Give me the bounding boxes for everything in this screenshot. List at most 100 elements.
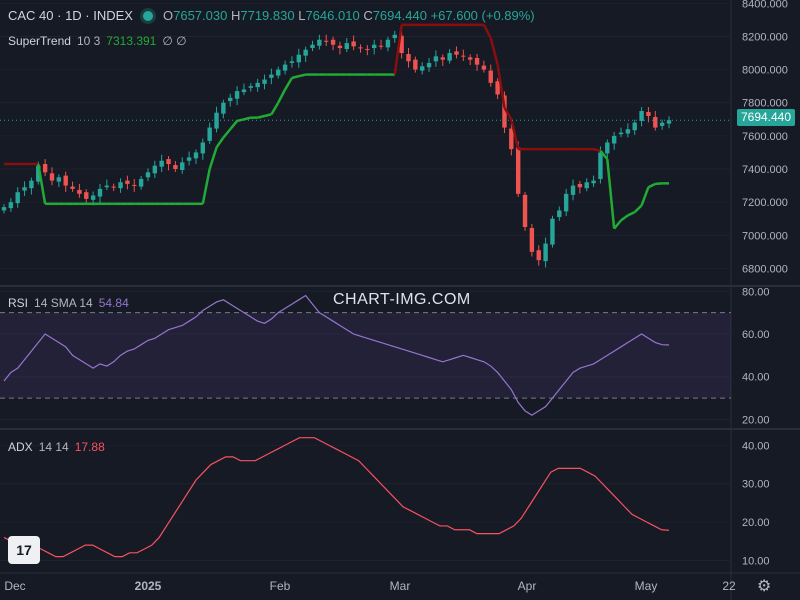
supertrend-line (640, 186, 650, 206)
candle (358, 47, 363, 49)
rsi-name: RSI (8, 296, 29, 310)
candle (8, 202, 14, 209)
candle (406, 54, 411, 62)
main-legend: CAC 40 · 1D · INDEX O7657.030 H7719.830 … (8, 8, 535, 23)
price-tick-label: 8400.000 (742, 0, 788, 10)
supertrend-line (208, 147, 218, 170)
low-value: 7646.010 (305, 8, 360, 23)
candle (495, 81, 500, 95)
supertrend-line (222, 128, 232, 139)
rsi-tick-label: 80.00 (742, 286, 770, 298)
supertrend-line (613, 219, 622, 230)
candle (29, 180, 34, 189)
candle (36, 165, 41, 182)
candle (419, 66, 425, 71)
candle (385, 39, 391, 48)
last-price-tag: 7694.440 (737, 109, 795, 126)
rsi-tick-label: 60.00 (742, 329, 770, 341)
candle (248, 86, 254, 88)
supertrend-line (215, 136, 225, 149)
candle (433, 56, 439, 62)
candle (56, 177, 62, 182)
candle (200, 142, 206, 154)
candle (625, 129, 631, 134)
candle (104, 185, 110, 188)
rsi-tick-label: 20.00 (742, 414, 770, 426)
supertrend-line (243, 116, 252, 121)
candle (77, 189, 82, 194)
market-status-icon (142, 10, 153, 21)
supertrend-legend[interactable]: SuperTrend 10 3 7313.391 ∅ ∅ (8, 34, 187, 48)
supertrend-line (503, 107, 513, 120)
settings-gear-icon[interactable]: ⚙ (757, 578, 772, 595)
candle (152, 165, 158, 174)
price-tick-label: 7000.000 (742, 230, 788, 242)
supertrend-line (291, 75, 300, 80)
candle (570, 185, 576, 195)
candle (646, 112, 651, 116)
price-tick-label: 7200.000 (742, 197, 788, 209)
supertrend-line (627, 210, 636, 217)
candle (159, 160, 164, 167)
candle (611, 135, 617, 144)
high-label: H (230, 8, 241, 23)
candle (255, 82, 260, 88)
candle (653, 116, 658, 128)
price-tick-label: 8200.000 (742, 31, 788, 43)
candle (90, 195, 96, 200)
watermark: CHART-IMG.COM (333, 291, 471, 308)
candle (461, 55, 466, 57)
candle (584, 182, 589, 189)
supertrend-line (510, 119, 520, 150)
adx-tick-label: 20.00 (742, 517, 770, 529)
candle (467, 57, 473, 60)
candle (577, 183, 583, 188)
candle (591, 180, 596, 184)
candle (70, 186, 75, 189)
candle (49, 173, 55, 181)
time-tick-label: 22 (722, 579, 736, 593)
supertrend-line (633, 204, 643, 213)
adx-tick-label: 30.00 (742, 479, 770, 491)
supertrend-line (482, 24, 492, 39)
candle (310, 44, 315, 49)
price-tick-label: 6800.000 (742, 263, 788, 275)
supertrend-line (496, 64, 506, 108)
candle (84, 192, 89, 199)
candle (605, 142, 610, 154)
candle (337, 45, 343, 49)
time-tick-label: Mar (390, 579, 411, 593)
symbol-title[interactable]: CAC 40 · 1D · INDEX (8, 8, 133, 23)
candle (173, 165, 178, 170)
supertrend-line (599, 149, 609, 160)
candle (536, 250, 541, 261)
candle (447, 53, 452, 61)
time-tick-label: 2025 (135, 579, 162, 593)
adx-tick-label: 10.00 (742, 555, 770, 567)
adx-legend[interactable]: ADX 14 14 17.88 (8, 440, 105, 454)
supertrend-line (277, 88, 287, 104)
adx-params: 14 14 (38, 440, 69, 454)
supertrend-line (489, 37, 499, 65)
supertrend-line (37, 163, 47, 205)
rsi-legend[interactable]: RSI 14 SMA 14 54.84 (8, 296, 129, 310)
supertrend-value: 7313.391 (106, 34, 157, 48)
time-tick-label: Feb (270, 579, 291, 593)
candle (426, 62, 432, 68)
candle (269, 74, 274, 78)
time-tick-label: Dec (4, 579, 25, 593)
open-label: O (162, 8, 174, 23)
supertrend-line (647, 182, 656, 189)
tradingview-logo-icon[interactable]: 17 (8, 536, 40, 564)
candle (557, 210, 562, 218)
adx-value: 17.88 (74, 440, 105, 454)
candle (207, 127, 212, 141)
supertrend-params: 10 3 (76, 34, 101, 48)
adx-line (3, 437, 670, 558)
close-value: 7694.440 (372, 8, 427, 23)
low-label: L (298, 8, 306, 23)
candle (97, 188, 103, 197)
candle (351, 41, 356, 47)
